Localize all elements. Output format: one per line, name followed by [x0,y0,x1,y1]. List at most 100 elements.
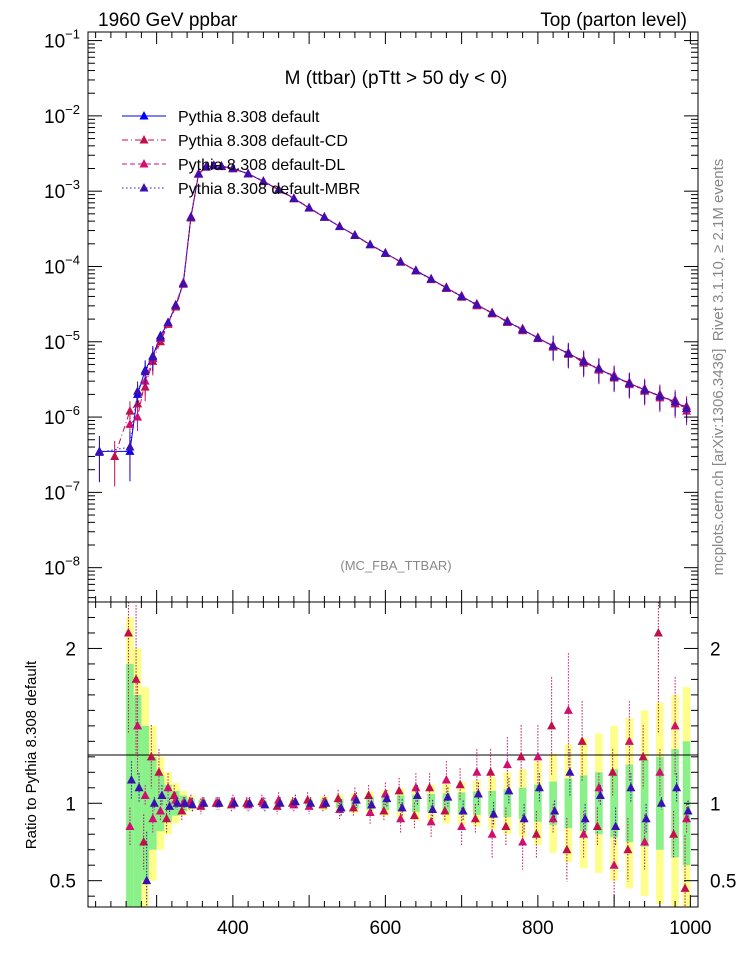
green-band [518,787,527,819]
ratio-point [409,810,419,820]
main-y-tick-exponent: −3 [65,177,80,192]
main-y-tick-label: 10−5 [44,328,80,354]
ratio-point [656,798,666,807]
ratio-point [486,767,496,776]
ratio-point [397,802,407,812]
ratio-point [321,798,331,807]
data-point [258,176,268,185]
green-band [610,769,618,838]
data-point [655,391,665,400]
data-point [396,256,406,266]
main-y-tick-label: 10−7 [44,478,80,504]
data-point [171,300,181,309]
ratio-point [139,836,149,846]
ratio-point [489,809,499,818]
ratio-point [518,836,528,846]
ratio-point [457,821,467,830]
data-point [243,168,253,178]
ratio-point [670,720,680,730]
ratio-y-tick-label-right: 1 [710,794,721,815]
main-y-tick-label: 10−3 [44,177,80,203]
legend: Pythia 8.308 default Pythia 8.308 default… [122,109,360,198]
ratio-point [165,801,175,810]
legend-label: Pythia 8.308 default-MBR [178,181,360,198]
data-point [365,239,375,249]
data-point [201,161,211,171]
ratio-point [140,790,150,800]
ratio-y-axis-label: Ratio to Pythia 8.308 default [23,660,40,849]
data-point [609,372,619,381]
ratio-point [672,782,682,792]
x-tick-label: 600 [370,918,402,939]
main-y-tick-exponent: −6 [65,403,80,418]
ratio-point [440,806,450,815]
ratio-point [365,807,375,817]
ratio-point [641,813,651,823]
ratio-uncertainty-bands [126,617,691,907]
ratio-point [624,736,634,745]
ratio-point [550,806,560,815]
data-point [335,221,345,230]
plot-title: M (ttbar) (pTtt > 50 dy < 0) [285,68,508,89]
ratio-point [348,802,358,812]
ratio-point [134,782,144,792]
green-band [126,663,134,907]
main-y-tick-exponent: −5 [65,328,80,343]
green-band [427,793,435,813]
ratio-point [472,767,482,776]
data-point [194,169,204,178]
data-point [209,160,219,170]
main-y-tick-label: 10−1 [44,27,80,53]
ratio-point [547,720,557,730]
series-line [114,165,687,457]
ratio-point [565,767,575,776]
main-y-tick-exponent: −8 [65,554,80,569]
data-point [579,356,589,365]
ratio-point [502,759,512,769]
ratio-point [501,821,511,830]
data-point [563,348,573,357]
legend-marker [139,183,149,192]
ratio-point [172,798,182,807]
main-axes: 10−8 10−7 10−6 10−5 10−4 10−3 10−2 10−1 [44,27,698,602]
data-point [594,363,604,373]
series-line [99,164,687,453]
x-tick-label: 1000 [669,918,711,939]
ratio-point [455,779,465,789]
main-y-tick-exponent: −4 [65,252,80,267]
main-y-tick-exponent: −7 [65,478,80,493]
data-point [289,193,299,202]
data-point [640,384,650,394]
ratio-point [180,798,190,807]
ratio-point [229,798,239,807]
data-point [133,386,143,395]
ratio-point [125,821,135,830]
data-point [350,230,360,239]
data-point [502,316,512,326]
green-band [503,789,512,818]
ratio-point [412,790,422,800]
ratio-point [534,782,544,792]
data-point [228,163,238,172]
ratio-point [683,806,693,815]
green-band [671,749,679,858]
main-plot-panel: 10−8 10−7 10−6 10−5 10−4 10−3 10−2 10−1 M (ttba… [44,27,699,603]
data-point [472,299,482,309]
ratio-point [533,751,543,761]
ratio-point [611,821,621,830]
legend-label: Pythia 8.308 default-DL [178,157,345,174]
ratio-point [351,795,361,804]
green-band [442,793,451,814]
data-point [110,451,120,460]
legend-marker [139,135,149,144]
series-3 [94,160,692,483]
ratio-point [162,813,172,823]
ratio-point [382,793,392,803]
ratio-point [199,798,209,807]
green-band [156,775,165,832]
ratio-point [579,829,589,838]
ratio-point [149,798,159,807]
ratio-point [336,802,346,812]
ratio-point [123,627,133,637]
